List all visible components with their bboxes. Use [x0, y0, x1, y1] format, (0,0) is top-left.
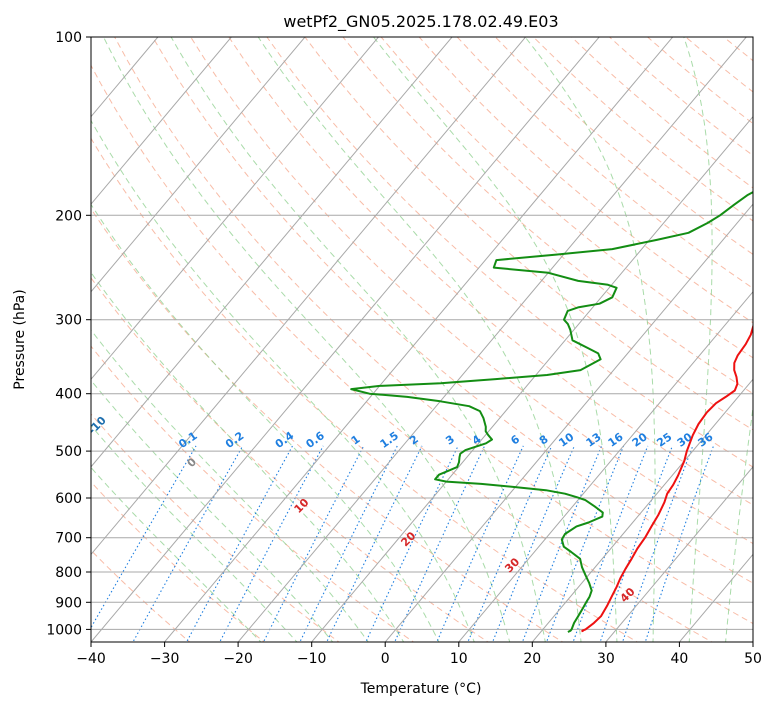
plot-area: -100-90-80-70-60-50-40-30-20-10010203040… [91, 37, 753, 642]
y-tick-label: 600 [55, 491, 82, 507]
x-tick-label: −30 [150, 651, 180, 667]
y-axis-label: Pressure (hPa) [12, 289, 28, 389]
mixing-ratio-line [521, 445, 603, 642]
isotherm-line [91, 37, 453, 468]
x-tick-label: 50 [744, 651, 762, 667]
isotherm-line [605, 466, 753, 642]
isotherms [91, 37, 753, 642]
y-tick-label: 800 [55, 565, 82, 581]
isotherm-line [458, 290, 753, 642]
y-tick-label: 400 [55, 387, 82, 403]
dry-adiabat-line [91, 481, 266, 642]
mixing-ratio-line [132, 445, 244, 642]
mixing-ratio-line [365, 445, 459, 642]
profile-series [350, 190, 753, 633]
isotherm-line [91, 37, 233, 205]
isotherm-line [91, 37, 380, 381]
x-tick-label: 30 [597, 651, 615, 667]
temperature-line [581, 323, 753, 633]
x-axis-label: Temperature (°C) [360, 681, 482, 697]
y-tick-label: 1000 [46, 622, 82, 638]
mixing-ratio-line [326, 445, 423, 642]
isotherm-line [237, 37, 747, 642]
isotherm-line [91, 37, 527, 556]
mixing-ratio-line [546, 445, 625, 642]
chart-title: wetPf2_GN05.2025.178.02.49.E03 [283, 12, 558, 32]
isobars [91, 37, 753, 630]
mixing-ratio-line [91, 445, 197, 629]
x-tick-label: −40 [76, 651, 106, 667]
y-tick-label: 300 [55, 313, 82, 329]
y-tick-label: 200 [55, 208, 82, 224]
x-tick-label: 10 [450, 651, 468, 667]
x-tick-label: −20 [223, 651, 253, 667]
isotherm-line [91, 37, 306, 293]
y-axis-ticks: 100 200 300 400 500 600 700 800 900 1000 [46, 30, 91, 638]
isotherm-line [384, 203, 753, 642]
x-tick-label: −10 [297, 651, 327, 667]
isotherm-line [163, 37, 674, 642]
isotherm-line [531, 378, 753, 642]
x-tick-label: 0 [381, 651, 390, 667]
y-tick-label: 500 [55, 444, 82, 460]
dewpoint-line [350, 190, 753, 633]
y-tick-label: 100 [55, 30, 82, 46]
x-axis-ticks: −40 −30 −20 −10 0 10 20 30 40 50 [76, 642, 762, 667]
y-tick-label: 700 [55, 531, 82, 547]
y-tick-label: 900 [55, 595, 82, 611]
isotherm-line [91, 37, 600, 642]
dry-adiabat-line [418, 37, 753, 324]
x-tick-label: 20 [523, 651, 541, 667]
mixing-ratio-line [394, 445, 486, 642]
mixing-ratio-line [219, 445, 324, 642]
x-tick-label: 40 [670, 651, 688, 667]
plot-frame [90, 36, 754, 643]
mixing-ratio-line [622, 445, 694, 642]
dry-adiabat-line [380, 37, 753, 359]
